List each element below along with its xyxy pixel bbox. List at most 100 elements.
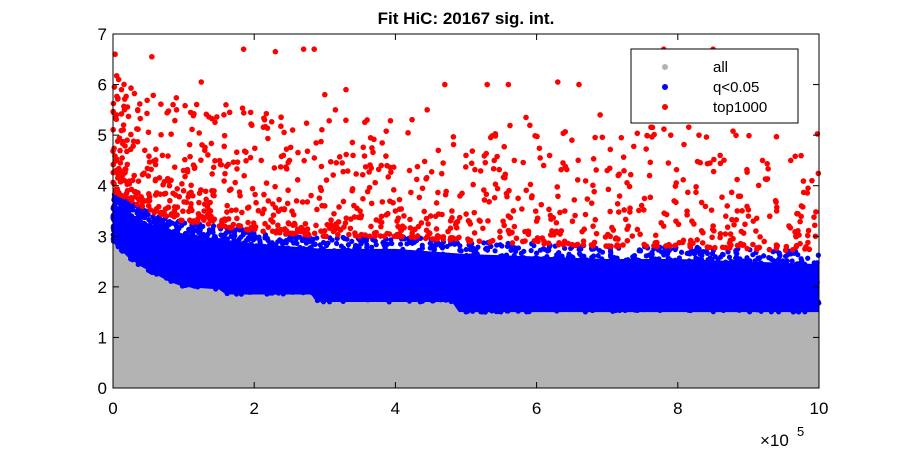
point-q005 [566, 304, 572, 310]
point-top1000 [754, 246, 760, 252]
point-q005 [591, 299, 597, 306]
point-q005 [216, 279, 223, 285]
point-top1000 [137, 101, 143, 107]
point-q005 [499, 243, 505, 249]
point-top1000 [608, 243, 614, 250]
point-top1000 [272, 48, 279, 55]
point-q005 [612, 307, 619, 314]
point-q005 [746, 295, 752, 301]
point-top1000 [371, 136, 377, 143]
point-q005 [668, 257, 674, 263]
point-top1000 [239, 105, 246, 111]
point-q005 [812, 306, 818, 312]
point-q005 [187, 255, 194, 261]
point-q005 [773, 261, 779, 267]
point-top1000 [555, 193, 561, 200]
point-top1000 [356, 233, 363, 240]
point-q005 [468, 293, 475, 299]
y-tick-label: 2 [98, 278, 107, 297]
point-q005 [430, 288, 436, 294]
point-top1000 [540, 162, 547, 169]
point-q005 [760, 281, 766, 287]
point-q005 [480, 306, 486, 313]
point-top1000 [134, 126, 140, 132]
point-q005 [465, 306, 471, 312]
point-q005 [594, 267, 601, 273]
point-top1000 [210, 218, 216, 224]
point-q005 [395, 287, 401, 293]
point-q005 [360, 253, 366, 260]
point-q005 [707, 255, 713, 261]
x-tick-label: 6 [532, 399, 541, 418]
point-q005 [553, 281, 559, 287]
point-top1000 [340, 198, 347, 205]
point-q005 [224, 287, 230, 293]
point-q005 [441, 289, 447, 295]
point-top1000 [396, 206, 403, 212]
x-tick-label: 10 [810, 399, 829, 418]
point-q005 [693, 289, 700, 295]
point-q005 [329, 237, 335, 243]
point-q005 [433, 278, 439, 284]
point-q005 [515, 245, 522, 251]
point-q005 [681, 259, 687, 265]
point-q005 [526, 297, 532, 303]
point-q005 [116, 221, 122, 227]
point-q005 [269, 240, 275, 246]
point-top1000 [730, 128, 736, 134]
point-top1000 [293, 229, 300, 236]
point-q005 [792, 281, 798, 287]
point-top1000 [408, 234, 414, 240]
point-top1000 [572, 212, 578, 219]
point-top1000 [212, 157, 218, 164]
point-top1000 [304, 199, 311, 205]
point-top1000 [734, 208, 741, 214]
point-q005 [569, 254, 575, 260]
point-top1000 [124, 148, 130, 155]
point-q005 [494, 242, 500, 248]
point-q005 [290, 248, 296, 255]
point-q005 [436, 295, 442, 302]
x-tick-label: 4 [391, 399, 400, 418]
point-top1000 [765, 166, 771, 172]
point-top1000 [113, 72, 120, 79]
point-top1000 [191, 165, 198, 172]
point-q005 [265, 259, 271, 265]
point-top1000 [685, 124, 692, 130]
point-q005 [670, 266, 676, 272]
point-q005 [498, 294, 504, 300]
legend-marker [662, 84, 668, 90]
point-q005 [453, 298, 460, 304]
point-q005 [551, 306, 557, 313]
point-q005 [608, 250, 614, 256]
point-top1000 [471, 209, 478, 216]
y-tick-label: 5 [98, 126, 107, 145]
point-q005 [221, 271, 228, 277]
point-q005 [541, 299, 547, 305]
point-top1000 [629, 233, 636, 239]
point-top1000 [470, 181, 476, 188]
point-top1000 [423, 215, 430, 222]
point-top1000 [554, 184, 561, 190]
point-q005 [300, 268, 306, 274]
point-top1000 [210, 192, 216, 198]
point-top1000 [122, 143, 128, 149]
point-top1000 [378, 213, 385, 220]
point-q005 [166, 259, 173, 265]
point-top1000 [698, 199, 705, 206]
point-q005 [265, 253, 271, 259]
point-top1000 [134, 107, 141, 114]
point-q005 [132, 215, 138, 222]
point-top1000 [545, 240, 552, 246]
point-top1000 [139, 203, 146, 210]
point-q005 [703, 248, 710, 255]
point-q005 [750, 252, 756, 258]
point-top1000 [640, 207, 647, 213]
point-top1000 [531, 238, 538, 244]
point-q005 [252, 235, 258, 241]
point-q005 [514, 259, 520, 265]
point-q005 [253, 243, 259, 249]
point-q005 [588, 295, 594, 301]
point-q005 [536, 257, 542, 263]
point-top1000 [421, 158, 428, 165]
